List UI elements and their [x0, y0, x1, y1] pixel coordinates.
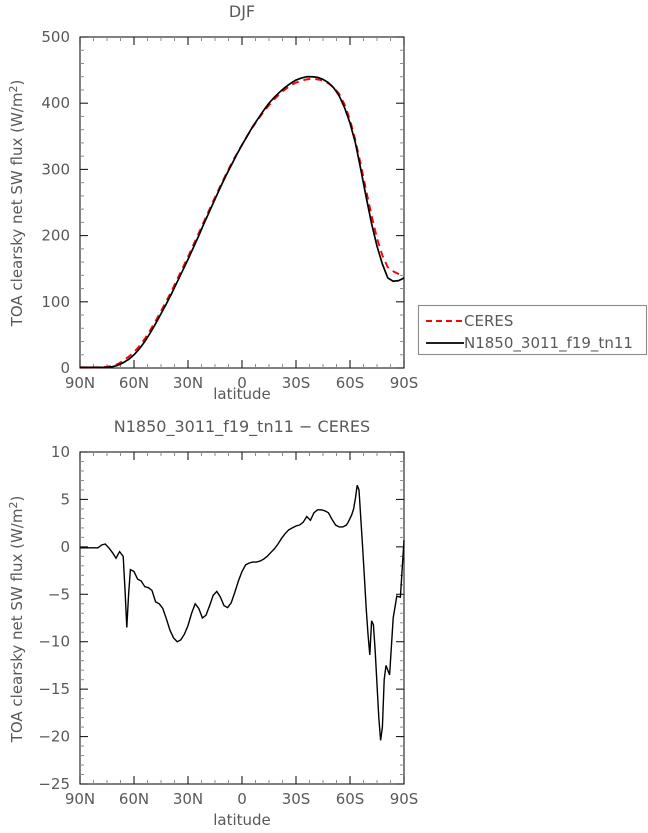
top-panel-y-axis-title: TOA clearsky net SW flux (W/m2) — [7, 80, 26, 328]
bottom-panel-y-axis-title: TOA clearsky net SW flux (W/m2) — [7, 496, 26, 744]
x-ticklabel: 0 — [237, 790, 247, 808]
y-ticklabel: 0 — [60, 359, 70, 377]
x-ticklabel: 0 — [237, 374, 247, 392]
x-ticklabel: 30S — [282, 790, 311, 808]
top-panel-ticks — [79, 36, 405, 369]
legend-box — [417, 304, 648, 356]
legend-label-ceres: CERES — [464, 312, 513, 330]
x-ticklabel: 60N — [119, 374, 149, 392]
x-ticklabel: 60S — [336, 790, 365, 808]
legend: CERES N1850_3011_f19_tn11 — [417, 304, 648, 356]
series-model-line — [80, 75, 405, 369]
series-difference-line — [80, 484, 405, 741]
y-ticklabel: −15 — [38, 680, 70, 698]
y-ticklabel: −10 — [38, 633, 70, 651]
x-ticklabel: 60S — [336, 374, 365, 392]
bottom-panel-x-ticklabels: 90N 60N 30N 0 30S 60S 90S — [65, 790, 418, 808]
x-ticklabel: 30N — [173, 790, 203, 808]
x-ticklabel: 30S — [282, 374, 311, 392]
y-ticklabel: 100 — [41, 293, 70, 311]
y-ticklabel: −5 — [48, 585, 70, 603]
y-ticklabel: 200 — [41, 227, 70, 245]
top-panel-frame — [79, 36, 405, 369]
y-ticklabel: 400 — [41, 94, 70, 112]
plot-frame — [79, 36, 405, 369]
bottom-panel-title: N1850_3011_f19_tn11 − CERES — [114, 417, 370, 437]
y-ticklabel: 500 — [41, 28, 70, 46]
x-ticklabel: 90S — [390, 790, 419, 808]
series-ceres-line — [80, 77, 405, 369]
top-panel: DJF 90N 60N 30N 0 30S 60S 90S 0 100 200 300 400 500… — [7, 2, 418, 403]
y-ticklabel: 5 — [60, 490, 70, 508]
x-ticklabel: 90N — [65, 374, 95, 392]
y-ticklabel: −20 — [38, 728, 70, 746]
top-panel-x-ticklabels: 90N 60N 30N 0 30S 60S 90S — [65, 374, 418, 392]
bottom-panel: N1850_3011_f19_tn11 − CERES 90N 60N 30N 0 30… — [7, 417, 418, 829]
bottom-panel-y-ticklabels: 10 5 0 −5 −10 −15 −20 −25 — [38, 443, 70, 793]
y-ticklabel: 300 — [41, 160, 70, 178]
y-ticklabel: −25 — [38, 775, 70, 793]
x-ticklabel: 90S — [390, 374, 419, 392]
top-panel-x-axis-title: latitude — [213, 385, 271, 403]
legend-label-model: N1850_3011_f19_tn11 — [464, 334, 633, 353]
x-ticklabel: 60N — [119, 790, 149, 808]
x-ticklabel: 90N — [65, 790, 95, 808]
top-panel-title: DJF — [229, 2, 255, 21]
y-ticklabel: 0 — [60, 538, 70, 556]
bottom-panel-x-axis-title: latitude — [213, 811, 271, 829]
x-ticklabel: 30N — [173, 374, 203, 392]
top-panel-y-ticklabels: 0 100 200 300 400 500 — [41, 28, 70, 377]
y-ticklabel: 10 — [51, 443, 70, 461]
bottom-panel-ticks — [79, 451, 405, 785]
